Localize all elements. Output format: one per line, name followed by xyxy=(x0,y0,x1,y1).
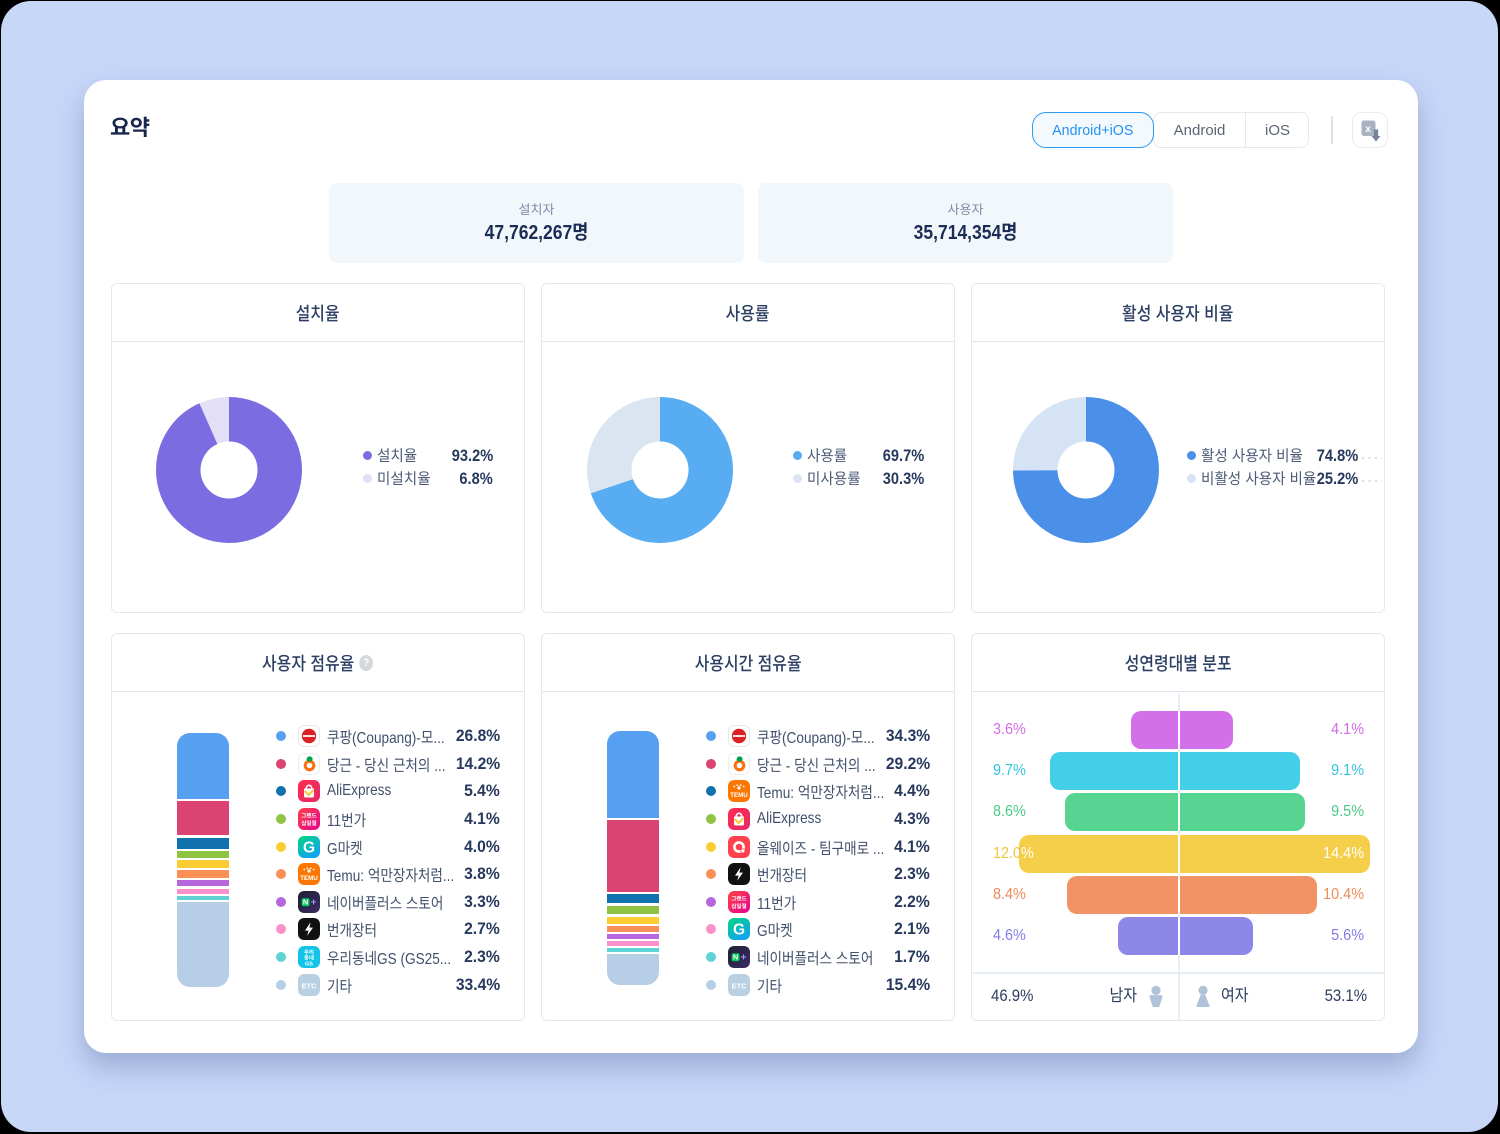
svg-text:+: + xyxy=(311,897,317,908)
svg-text:x: x xyxy=(1365,124,1371,135)
svg-text:그랜드: 그랜드 xyxy=(301,811,316,819)
svg-text:N: N xyxy=(303,898,308,907)
svg-text:G: G xyxy=(733,922,745,939)
svg-text:그랜드: 그랜드 xyxy=(731,894,746,902)
svg-text:십일절: 십일절 xyxy=(301,819,316,827)
svg-text:G: G xyxy=(303,839,315,856)
svg-text:GS: GS xyxy=(305,962,313,968)
svg-text:TEMU: TEMU xyxy=(300,875,318,882)
svg-text:우리: 우리 xyxy=(304,948,314,956)
svg-text:N: N xyxy=(733,953,738,962)
svg-text:+: + xyxy=(741,953,747,964)
svg-text:십일절: 십일절 xyxy=(731,902,746,910)
svg-text:ETC: ETC xyxy=(732,981,748,990)
svg-text:동네: 동네 xyxy=(304,954,314,962)
svg-text:TEMU: TEMU xyxy=(730,792,748,799)
svg-text:ETC: ETC xyxy=(302,981,318,990)
